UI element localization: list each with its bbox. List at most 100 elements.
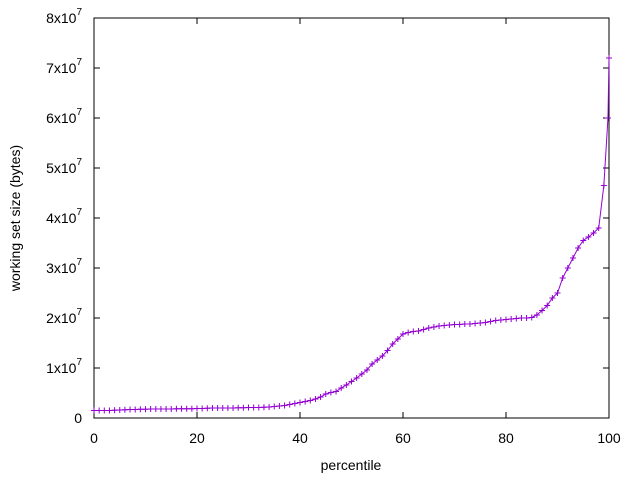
point-marker (121, 406, 128, 413)
point-marker (482, 319, 489, 326)
x-tick-label: 20 (189, 430, 205, 446)
point-marker (410, 328, 417, 335)
point-marker (157, 406, 164, 412)
point-marker (111, 407, 118, 414)
y-axis-label: working set size (bytes) (7, 145, 23, 292)
point-marker (379, 353, 386, 359)
point-marker (487, 318, 494, 325)
y-tick-exponent: 7 (76, 207, 82, 218)
point-marker (456, 321, 463, 328)
point-marker (163, 406, 170, 412)
point-marker (564, 265, 571, 271)
point-marker (363, 367, 370, 373)
y-tick-exponent: 7 (76, 257, 82, 268)
point-marker (554, 290, 561, 296)
point-marker (384, 347, 391, 354)
y-tick-label: 2x107 (46, 307, 82, 326)
point-marker (214, 405, 221, 411)
point-marker (590, 230, 597, 236)
point-marker (235, 404, 242, 411)
point-marker (101, 407, 108, 414)
point-marker (606, 55, 612, 61)
point-marker (353, 375, 360, 381)
y-tick-mantissa: 6x10 (46, 110, 77, 126)
point-marker (219, 405, 226, 411)
x-tick-label: 40 (292, 430, 308, 446)
point-marker (132, 406, 139, 413)
point-marker (441, 322, 448, 329)
point-marker (569, 255, 576, 261)
point-marker (106, 407, 113, 414)
point-marker (281, 402, 288, 409)
point-marker (147, 406, 154, 412)
point-marker (240, 404, 247, 411)
point-marker (230, 405, 237, 411)
point-marker (604, 115, 611, 121)
point-marker (343, 382, 350, 388)
y-tick-mantissa: 1x10 (46, 360, 77, 376)
point-marker (528, 314, 535, 321)
point-marker (183, 405, 190, 412)
point-marker (199, 405, 206, 412)
x-tick-label: 60 (395, 430, 411, 446)
point-marker (595, 225, 602, 231)
series-line (94, 57, 610, 411)
point-marker (271, 403, 278, 410)
point-marker (369, 361, 376, 367)
point-marker (549, 295, 556, 301)
point-marker (260, 404, 267, 411)
point-marker (116, 407, 123, 413)
y-tick-exponent: 7 (76, 307, 82, 318)
point-marker (96, 407, 103, 414)
point-marker (204, 405, 211, 412)
point-marker (152, 406, 159, 412)
point-marker (142, 406, 149, 413)
y-tick-exponent: 7 (76, 157, 82, 168)
point-marker (503, 316, 509, 323)
x-tick-label: 0 (90, 430, 98, 446)
point-marker (492, 317, 499, 324)
point-marker (209, 405, 216, 411)
point-marker (127, 406, 134, 413)
y-tick-label: 4x107 (46, 207, 82, 226)
point-marker (91, 407, 97, 414)
point-marker (539, 307, 546, 314)
point-marker (245, 404, 252, 411)
point-marker (297, 399, 303, 406)
point-marker (348, 378, 355, 385)
point-marker (425, 325, 432, 331)
point-marker (374, 357, 381, 363)
y-tick-exponent: 7 (76, 107, 82, 118)
point-marker (415, 328, 422, 334)
point-marker (317, 394, 324, 400)
point-marker (168, 406, 175, 412)
point-marker (436, 323, 443, 329)
point-marker (508, 316, 515, 322)
point-marker (430, 324, 437, 330)
point-marker (137, 406, 144, 413)
point-marker (188, 405, 195, 412)
y-tick-mantissa: 3x10 (46, 260, 77, 276)
y-tick-label: 1x107 (46, 357, 82, 376)
y-tick-mantissa: 7x10 (46, 60, 77, 76)
point-marker (389, 341, 396, 347)
y-tick-mantissa: 2x10 (46, 310, 77, 326)
point-marker (327, 389, 334, 396)
y-tick-label: 6x107 (46, 107, 82, 126)
point-marker (338, 385, 345, 391)
point-marker (518, 315, 525, 321)
point-marker (276, 403, 283, 409)
x-axis-label: percentile (321, 457, 382, 473)
y-tick-label: 3x107 (46, 257, 82, 276)
point-marker (575, 245, 582, 251)
point-marker (400, 331, 406, 337)
point-marker (544, 302, 551, 309)
point-marker (466, 321, 473, 327)
point-marker (600, 182, 607, 189)
point-marker (405, 329, 412, 336)
y-tick-label: 0 (74, 410, 82, 426)
point-marker (446, 322, 453, 328)
point-marker (497, 317, 504, 323)
point-marker (322, 391, 329, 397)
point-marker (472, 320, 479, 327)
